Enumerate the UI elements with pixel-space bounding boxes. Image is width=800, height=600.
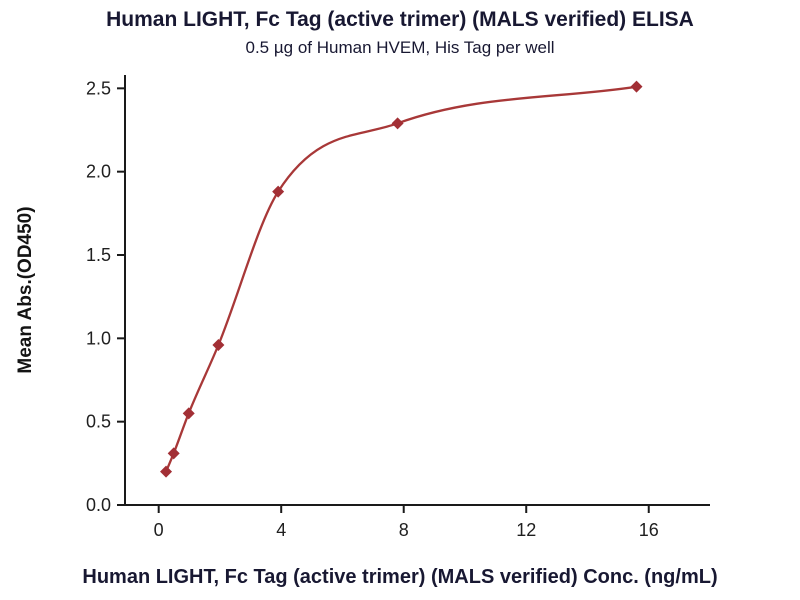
data-point-marker: [272, 185, 285, 198]
y-tick-label: 1.0: [86, 328, 111, 348]
y-tick-label: 1.5: [86, 245, 111, 265]
plot-area: 0 4 8 12 16 0.0 0.5 1.0 1.5 2.0 2.5: [86, 75, 710, 540]
data-point-marker: [167, 447, 180, 460]
data-point-marker: [391, 117, 404, 130]
data-point-marker: [212, 339, 225, 351]
x-axis-label: Human LIGHT, Fc Tag (active trimer) (MAL…: [82, 566, 718, 588]
data-point-marker: [182, 407, 195, 420]
y-tick-label: 2.5: [86, 78, 111, 98]
x-tick-label: 12: [516, 520, 536, 540]
y-tick-label: 2.0: [86, 162, 111, 182]
x-tick-label: 16: [639, 520, 659, 540]
chart-title: Human LIGHT, Fc Tag (active trimer) (MAL…: [106, 8, 694, 31]
fit-curve: [164, 85, 637, 473]
x-tick-label: 8: [399, 520, 409, 540]
data-point-marker: [630, 80, 643, 93]
data-point-marker: [160, 465, 173, 478]
x-tick-label: 0: [154, 520, 164, 540]
x-tick-label: 4: [276, 520, 286, 540]
y-tick-label: 0.5: [86, 412, 111, 432]
y-tick-label: 0.0: [86, 495, 111, 515]
chart-subtitle: 0.5 µg of Human HVEM, His Tag per well: [245, 38, 555, 57]
